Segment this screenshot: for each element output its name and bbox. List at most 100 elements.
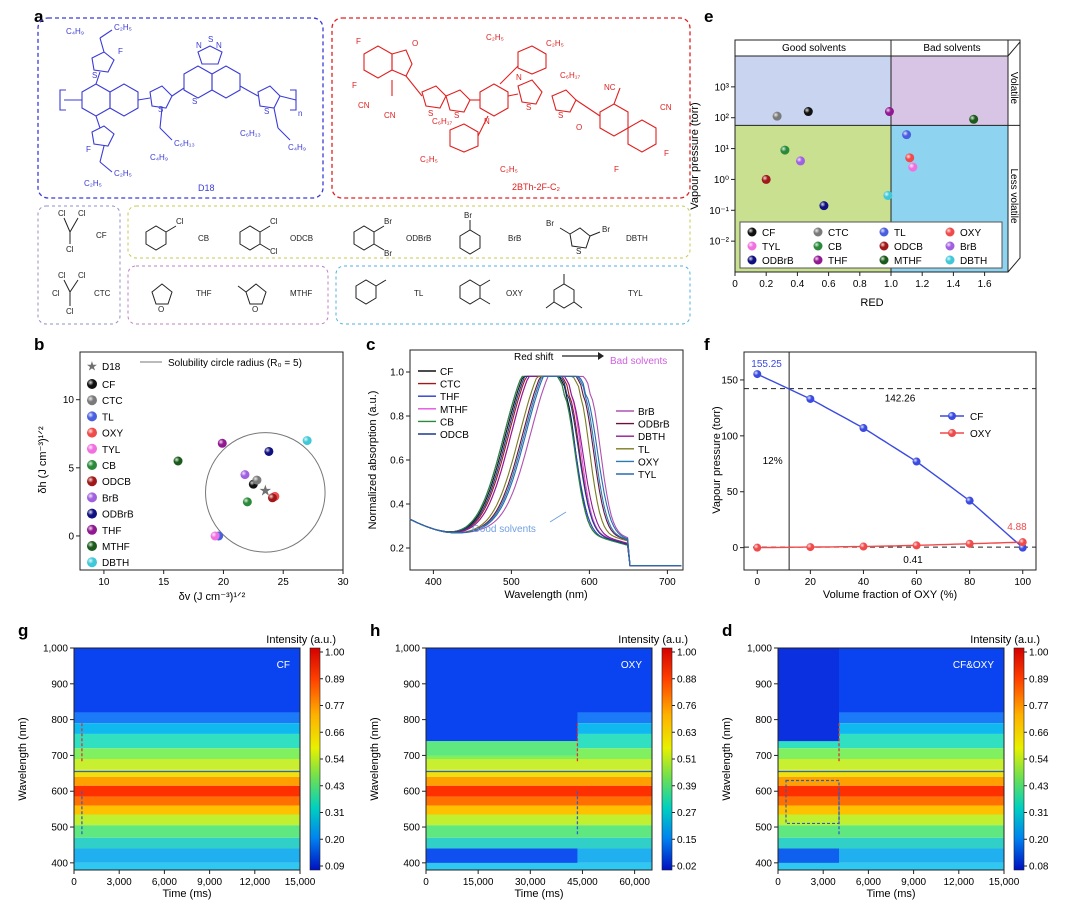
heatmap-band — [426, 759, 652, 770]
d18-atom-F1: F — [118, 47, 123, 56]
heatmap-band — [426, 776, 652, 786]
legend-dot-cf-shine — [747, 227, 757, 237]
acc-CN2: CN — [384, 111, 396, 120]
legend-dot-odbrb-shine — [87, 508, 97, 519]
legend-label-cf: CF — [762, 228, 775, 239]
colorbar-title: Intensity (a.u.) — [970, 634, 1040, 646]
heatmap-band — [74, 733, 300, 749]
e-ytick-label: 150 — [721, 375, 738, 386]
heatmap-band — [426, 805, 652, 815]
legend-label-tyl: TYL — [638, 470, 657, 481]
hm-g-ytick-label: 800 — [403, 715, 420, 726]
heatmap-frame — [73, 647, 301, 871]
panel-label-a: a — [34, 7, 44, 26]
heatmap-band — [778, 814, 1004, 826]
early-region — [426, 741, 578, 756]
legend-label-cb: CB — [828, 242, 842, 253]
heatmap-band — [426, 825, 652, 838]
ctc-atom-2: Cl — [78, 271, 86, 280]
early-region — [778, 848, 840, 863]
colorbar-tick-label: 0.77 — [1029, 701, 1049, 712]
heatmap-band — [778, 837, 1004, 849]
tl-abbr: TL — [414, 289, 424, 298]
hm-h-ytick-label: 600 — [755, 787, 772, 798]
colorbar-tick-label: 0.39 — [677, 781, 697, 792]
point-thf-shine — [884, 107, 894, 117]
legend-dot-ctc-shine — [813, 227, 823, 237]
good-solvents-arrow — [549, 511, 567, 523]
colorbar-tick-label: 0.02 — [677, 862, 697, 873]
d18-sub-6: C₆H₁₃ — [240, 129, 261, 138]
e-xtick-label: 60 — [911, 577, 923, 588]
heatmap-band — [74, 769, 300, 777]
e-ytick-label: 50 — [727, 487, 739, 498]
legend-dot-brb-shine — [87, 492, 97, 503]
legend-dot-mthf-shine — [87, 541, 97, 551]
d18-sub-2: C₂H₅ — [114, 23, 132, 32]
dbth-atom-2: Br — [602, 225, 610, 234]
d-xtick-label: 1.6 — [978, 279, 992, 290]
b-ytick-label: 5 — [68, 463, 74, 474]
acc-C2H5-3: C₂H₅ — [420, 155, 438, 164]
point-cf-shine — [803, 107, 813, 117]
c-ytick-label: 0.4 — [390, 500, 404, 511]
colorbar-tick-label: 0.20 — [325, 835, 345, 846]
annot-red-shift: Red shift — [514, 352, 554, 363]
acc-C2H5-1: C₂H₅ — [486, 33, 504, 42]
acc-C2H5-2: C₂H₅ — [546, 39, 564, 48]
hm-f-xtick-label: 9,000 — [197, 877, 222, 888]
oxy-abbr: OXY — [506, 289, 524, 298]
acc-S2: S — [454, 111, 459, 120]
x-axis-label-e: Volume fraction of OXY (%) — [823, 589, 957, 601]
legend-label-tyl: TYL — [762, 242, 781, 253]
marker-oxy-shine — [912, 541, 921, 550]
point-brb-shine — [796, 156, 806, 166]
legend-label-brb: BrB — [102, 493, 119, 504]
c-ytick-label: 1.0 — [390, 368, 404, 379]
y-axis-label-b: δh (J cm⁻³)¹ᐟ² — [37, 426, 49, 494]
b-ytick-label: 0 — [68, 531, 74, 542]
panel-label-g: h — [370, 621, 380, 640]
odbrb-atom-1: Br — [384, 217, 392, 226]
d-xtick-label: 1.4 — [946, 279, 960, 290]
c-ytick-label: 0.2 — [390, 544, 404, 555]
legend-dot-thf-shine — [87, 524, 97, 535]
hm-f-xtick-label: 12,000 — [240, 877, 271, 888]
legend-label-tl: TL — [102, 412, 114, 423]
colorbar-tick-label: 0.63 — [677, 728, 697, 739]
d-xtick-label: 0.8 — [853, 279, 867, 290]
heatmap-band — [778, 785, 1004, 797]
e-xtick-label: 40 — [858, 577, 870, 588]
panel-label-c: c — [366, 335, 375, 354]
acc-C6H17-1: C₆H₁₇ — [560, 71, 580, 80]
heatmap-frame — [425, 647, 653, 871]
legend-dot-cb-shine — [813, 241, 823, 251]
hm-g-ytick-label: 1,000 — [395, 644, 420, 655]
legend-label-odbrb: ODBrB — [638, 420, 670, 431]
legend-dot-cf-shine — [87, 379, 97, 389]
panel-label-b: b — [34, 335, 44, 354]
c-xtick-label: 400 — [425, 577, 442, 588]
legend-label-ctc: CTC — [102, 396, 123, 407]
acc-F3: F — [664, 149, 669, 158]
d18-sub-4: C₄H₉ — [150, 153, 168, 162]
colorbar-tick-label: 0.88 — [677, 674, 697, 685]
hm-h-xtick-label: 9,000 — [901, 877, 926, 888]
legend-dot-tl-shine — [87, 411, 97, 422]
d-ytick-label: 10³ — [715, 82, 730, 93]
heatmap-g: OXY 0 15,000 30,000 45,000 60,000 400 500 600 700… — [369, 634, 697, 900]
acc-S1: S — [428, 109, 433, 118]
c-ytick-label: 0.8 — [390, 412, 404, 423]
legend-label-tl: TL — [894, 228, 906, 239]
d-ytick-label: 10² — [715, 113, 730, 124]
d18-atom-S2: S — [158, 105, 163, 114]
mthf-abbr: MTHF — [290, 289, 312, 298]
heatmap-band — [778, 796, 1004, 806]
heatmap-band — [74, 712, 300, 724]
heatmap-band — [778, 712, 1004, 724]
c-xtick-label: 600 — [581, 577, 598, 588]
acc-O2: O — [576, 123, 582, 132]
cf-atom-2: Cl — [78, 209, 86, 218]
hm-f-xtick-label: 15,000 — [285, 877, 316, 888]
y-axis-label: Wavelength (nm) — [721, 717, 733, 800]
